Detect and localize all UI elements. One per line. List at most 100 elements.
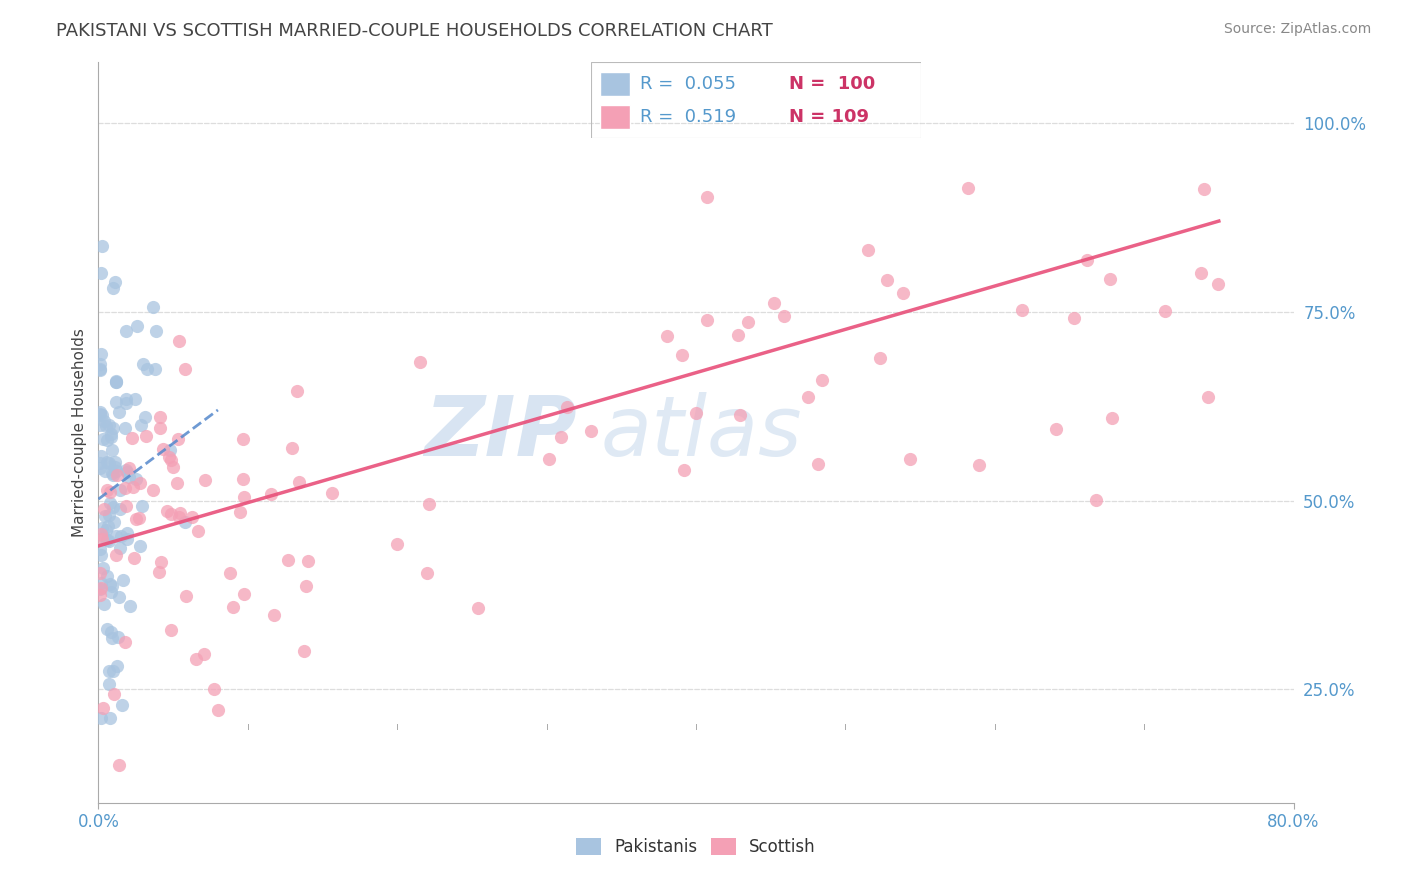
Point — [100, 584, 122, 599]
Point — [96, 455, 118, 469]
Point — [89, 588, 111, 602]
Point — [898, 452, 921, 467]
Point — [727, 328, 749, 343]
Point — [93, 502, 115, 516]
Point — [101, 443, 124, 458]
Point — [159, 442, 181, 457]
Point — [104, 529, 127, 543]
Point — [297, 554, 319, 568]
Point — [90, 532, 112, 546]
Point — [114, 635, 136, 649]
Point — [142, 483, 165, 497]
Point — [696, 313, 718, 327]
Point — [97, 665, 120, 679]
Point — [162, 460, 184, 475]
Point — [110, 501, 132, 516]
Point — [537, 451, 560, 466]
Point — [107, 405, 129, 419]
Point — [125, 511, 148, 525]
Text: R =  0.519: R = 0.519 — [640, 108, 737, 126]
Point — [110, 529, 132, 543]
Point — [1101, 410, 1123, 425]
Text: Source: ZipAtlas.com: Source: ZipAtlas.com — [1223, 22, 1371, 37]
Point — [122, 551, 145, 566]
Point — [114, 499, 136, 513]
Point — [763, 296, 786, 310]
Point — [90, 266, 112, 280]
Point — [114, 463, 136, 477]
Point — [111, 573, 134, 587]
Point — [232, 587, 254, 601]
Point — [105, 375, 128, 389]
Point — [103, 467, 125, 482]
Point — [169, 506, 191, 520]
Point — [202, 682, 225, 697]
Point — [104, 459, 127, 474]
Point — [811, 373, 834, 387]
Point — [294, 643, 316, 657]
Point — [685, 406, 707, 420]
Point — [96, 569, 118, 583]
Text: ZIP: ZIP — [423, 392, 576, 473]
Point — [285, 384, 308, 398]
Point — [129, 475, 152, 490]
Point — [125, 318, 148, 333]
Point — [149, 409, 172, 424]
Point — [263, 607, 285, 622]
Point — [117, 532, 139, 546]
Point — [134, 410, 156, 425]
Point — [118, 470, 141, 484]
Point — [105, 548, 128, 562]
Point — [167, 510, 190, 524]
Point — [105, 467, 128, 482]
Point — [97, 519, 120, 533]
Point — [104, 276, 127, 290]
Point — [166, 476, 188, 491]
Point — [96, 434, 118, 448]
Point — [321, 486, 343, 500]
Point — [128, 539, 150, 553]
Point — [288, 475, 311, 489]
Point — [96, 622, 118, 636]
Point — [97, 417, 120, 432]
Point — [222, 599, 245, 614]
Point — [696, 190, 718, 204]
Point — [98, 484, 121, 499]
Point — [131, 417, 153, 432]
Point — [97, 508, 120, 522]
Bar — [600, 71, 630, 95]
Point — [555, 400, 578, 414]
Point — [115, 324, 138, 338]
Point — [115, 396, 138, 410]
Point — [218, 566, 240, 580]
Point — [110, 541, 132, 555]
Point — [135, 429, 157, 443]
Point — [672, 463, 695, 477]
Point — [1208, 277, 1230, 291]
Legend: Pakistanis, Scottish: Pakistanis, Scottish — [571, 833, 821, 861]
Point — [159, 507, 181, 521]
Point — [90, 526, 112, 541]
Point — [1189, 267, 1212, 281]
Point — [122, 480, 145, 494]
Point — [858, 244, 880, 258]
Point — [176, 590, 198, 604]
Point — [796, 390, 818, 404]
Point — [98, 710, 121, 724]
Point — [121, 431, 143, 445]
Point — [90, 711, 112, 725]
Point — [550, 430, 572, 444]
Point — [232, 432, 254, 446]
Point — [91, 239, 114, 253]
Point — [91, 521, 114, 535]
Point — [229, 505, 252, 519]
Point — [89, 456, 111, 470]
Point — [114, 420, 136, 434]
Point — [103, 281, 125, 295]
Point — [105, 658, 128, 673]
Point — [93, 530, 115, 544]
Point — [869, 351, 891, 365]
Point — [96, 523, 118, 537]
Point — [1063, 310, 1085, 325]
Point — [128, 511, 150, 525]
